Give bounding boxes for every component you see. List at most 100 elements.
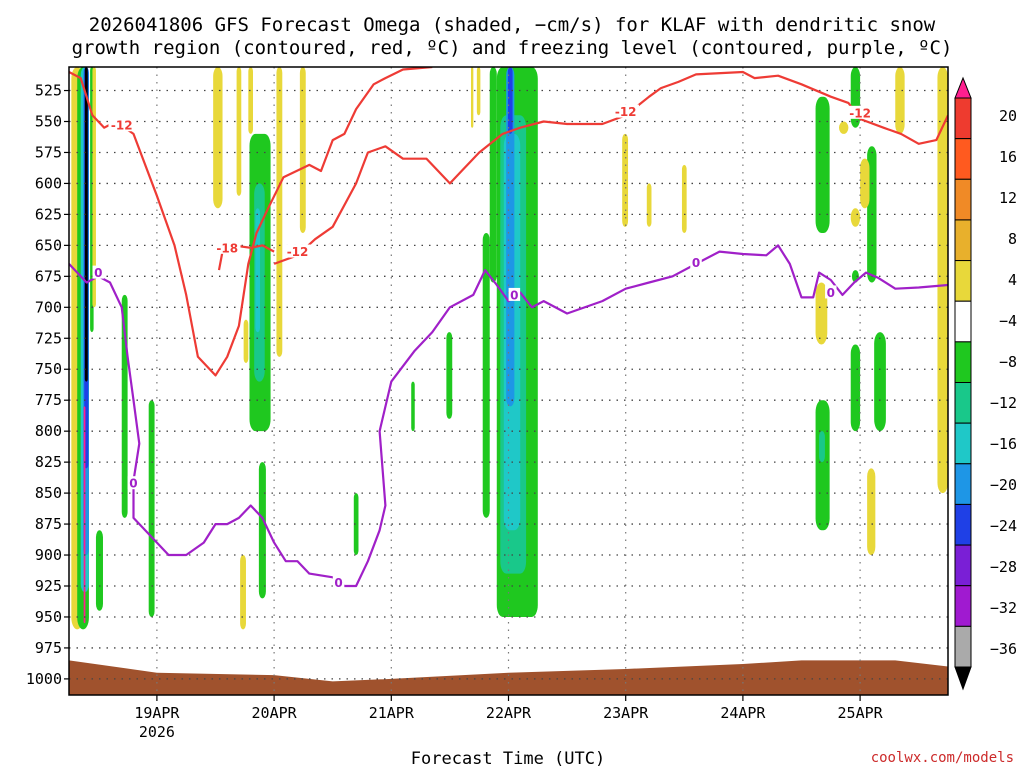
- omega-cell: [248, 67, 254, 134]
- omega-cell: [507, 67, 513, 134]
- omega-cell: [895, 67, 905, 134]
- colorbar: 20 16 12 8 4 −4 −8 −12 −16 −20 −24 −28 −32 −36: [954, 76, 1017, 691]
- y-tick-label: 575: [35, 143, 62, 161]
- y-tick-label: 850: [35, 484, 62, 502]
- x-tick-label: 21APR: [369, 704, 415, 722]
- colorbar-label: −20: [990, 476, 1017, 494]
- colorbar-segment: [954, 219, 972, 262]
- omega-cell: [819, 431, 825, 463]
- y-tick-label: 975: [35, 639, 62, 657]
- contour-label-bg: [92, 265, 105, 279]
- omega-cell: [850, 344, 861, 432]
- x-tick-label: 23APR: [603, 704, 649, 722]
- colorbar-segment: [954, 463, 972, 505]
- omega-cell: [92, 67, 96, 308]
- contour-line-2: [217, 244, 275, 271]
- colorbar-top-arrow: [954, 76, 972, 99]
- omega-cell: [867, 468, 876, 556]
- contour-label: -12: [287, 245, 309, 259]
- y-tick-label: 550: [35, 113, 62, 131]
- contour-label: 0: [827, 286, 835, 300]
- y-axis-ticks: 525 550 575 600 625 650 675 700 725 750 775 800 825 8…: [26, 82, 69, 688]
- contour-label-bg: [846, 105, 874, 119]
- y-tick-label: 950: [35, 608, 62, 626]
- y-tick-label: 600: [35, 174, 62, 192]
- omega-cell: [148, 400, 155, 617]
- contour-label: 0: [334, 576, 342, 590]
- colorbar-segment: [954, 544, 972, 587]
- x-tick-label: 19APR: [134, 704, 180, 722]
- colorbar-label: 16: [999, 148, 1017, 166]
- y-tick-label: 900: [35, 546, 62, 564]
- omega-cell: [815, 282, 828, 345]
- x-tick-label: 24APR: [720, 704, 766, 722]
- omega-cell: [258, 462, 266, 599]
- colorbar-label: −12: [990, 394, 1017, 412]
- colorbar-segment: [954, 422, 972, 465]
- y-tick-label: 825: [35, 453, 62, 471]
- colorbar-label: −28: [990, 558, 1017, 576]
- y-tick-label: 925: [35, 577, 62, 595]
- colorbar-segment: [954, 341, 972, 384]
- omega-cell: [815, 400, 830, 531]
- x-tick-label: 22APR: [486, 704, 532, 722]
- contour-label-bg: [825, 285, 837, 299]
- omega-cell: [84, 67, 88, 382]
- colorbar-segment: [954, 138, 972, 180]
- contour-label: 0: [510, 288, 518, 302]
- colorbar-label: −8: [999, 353, 1017, 371]
- y-tick-label: 800: [35, 422, 62, 440]
- contour-label-bg: [108, 118, 135, 132]
- colorbar-label: 20: [999, 107, 1017, 125]
- chart-title-line-1: 2026041806 GFS Forecast Omega (shaded, −…: [89, 14, 936, 36]
- x-tick-label: 20APR: [252, 704, 298, 722]
- contour-label-bg: [508, 287, 521, 301]
- y-tick-label: 875: [35, 515, 62, 533]
- x-axis-title: Forecast Time (UTC): [411, 749, 605, 768]
- contour-label-bg: [332, 575, 345, 589]
- credit-text: coolwx.com/models: [871, 750, 1014, 766]
- y-tick-label: 1000: [26, 670, 62, 688]
- colorbar-bottom-arrow: [954, 666, 972, 691]
- y-tick-label: 675: [35, 267, 62, 285]
- ground-surface: [69, 660, 948, 695]
- contour-label-layer: -12 -12 -12 -12 -18 0 0 0 0 0 0: [92, 104, 874, 590]
- y-tick-label: 725: [35, 329, 62, 347]
- omega-cell: [299, 67, 306, 233]
- colorbar-segment: [954, 97, 972, 140]
- contour-label-bg: [127, 476, 140, 490]
- contour-label: -12: [111, 119, 133, 133]
- omega-cell: [276, 67, 283, 357]
- contour-label: -18: [216, 241, 238, 255]
- contour-label: 0: [94, 266, 102, 280]
- contour-label: 0: [129, 477, 137, 491]
- omega-cell: [874, 332, 886, 432]
- contour-label-bg: [690, 255, 702, 269]
- omega-cell: [850, 208, 861, 227]
- omega-cell: [470, 67, 474, 128]
- colorbar-label: −24: [990, 517, 1017, 535]
- y-tick-label: 750: [35, 360, 62, 378]
- colorbar-label: 4: [1008, 271, 1017, 289]
- colorbar-segment: [954, 503, 972, 546]
- contour-label-bg: [213, 240, 241, 254]
- y-tick-label: 525: [35, 82, 62, 100]
- colorbar-label: −4: [999, 312, 1017, 330]
- omega-cell: [353, 493, 359, 556]
- y-tick-label: 775: [35, 391, 62, 409]
- contour-label: -12: [849, 106, 871, 120]
- x-tick-label: 25APR: [838, 704, 884, 722]
- omega-cell: [83, 406, 86, 624]
- colorbar-label: −16: [990, 435, 1017, 453]
- y-tick-label: 625: [35, 205, 62, 223]
- x-tick-sublabel: 2026: [139, 723, 175, 741]
- contour-label: -12: [615, 105, 637, 119]
- omega-cell: [489, 67, 497, 283]
- colorbar-label: −32: [990, 599, 1017, 617]
- colorbar-segment: [954, 585, 972, 627]
- omega-cell: [446, 332, 453, 419]
- colorbar-label: 8: [1008, 230, 1017, 248]
- omega-cell: [476, 67, 481, 116]
